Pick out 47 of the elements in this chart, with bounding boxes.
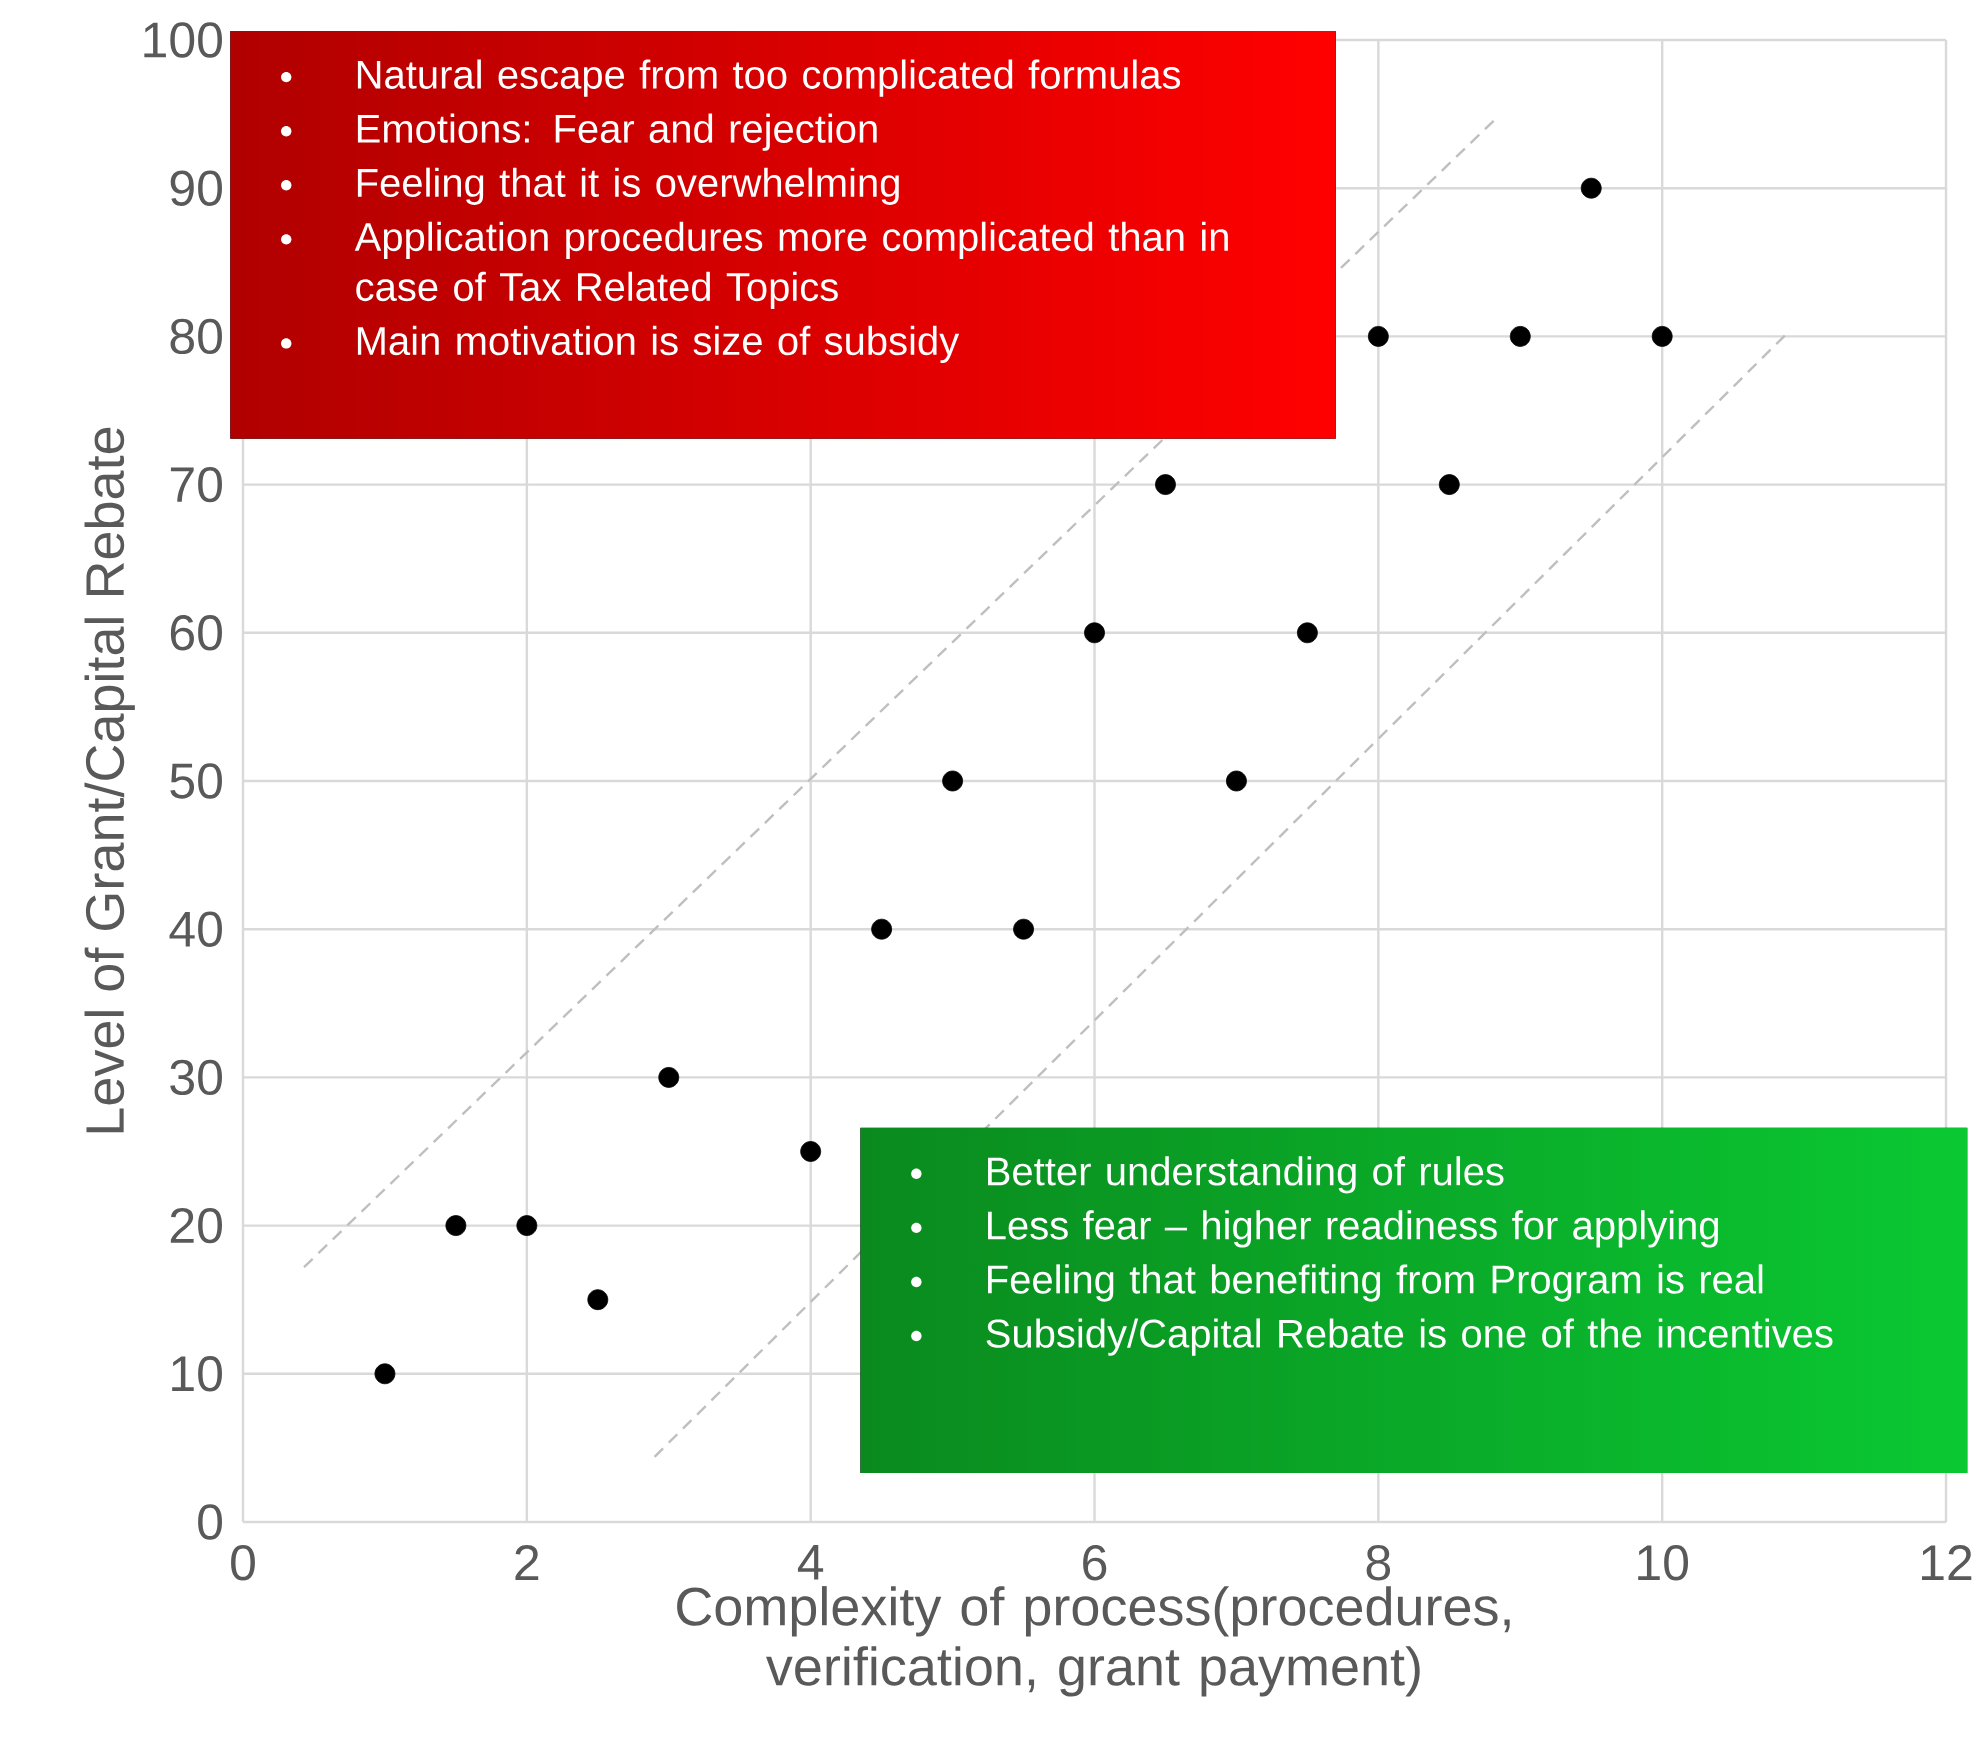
y-tick-label: 10 (172, 1356, 222, 1392)
annotation: Better understanding of rules (988, 1156, 1504, 1194)
point (658, 1067, 680, 1088)
annotation: Main motivation is size of subsidy (357, 325, 960, 364)
point (1580, 177, 1602, 199)
point (871, 918, 893, 940)
y-tick-label: 50 (170, 763, 222, 799)
y-tick-label: 70 (170, 466, 222, 503)
y-tick-label: 80 (170, 318, 222, 355)
y-axis-title: Level of Grant/Capital Rebate (84, 427, 135, 1133)
x-tick-label: 6 (1083, 1545, 1107, 1581)
y-tick-label: 90 (170, 170, 222, 206)
point (1296, 622, 1318, 644)
point (1013, 918, 1034, 940)
point (1651, 325, 1673, 347)
point (516, 1215, 538, 1236)
x-tick-label: 8 (1366, 1545, 1391, 1581)
annotation: Subsidy/Capital Rebate is one of the incentives (986, 1318, 1833, 1356)
point (1084, 622, 1105, 644)
x-tick-label: 0 (231, 1545, 255, 1581)
x-tick-label: 4 (797, 1545, 824, 1580)
y-tick-label: 0 (198, 1504, 222, 1540)
y-tick-label: 100 (144, 22, 222, 58)
y-tick-label: 20 (170, 1207, 222, 1244)
point (1367, 325, 1389, 347)
point (445, 1215, 467, 1236)
point (374, 1363, 396, 1385)
y-tick-label: 60 (170, 615, 222, 651)
annotation: Feeling that it is overwhelming (357, 167, 899, 205)
y-tick-label: 30 (170, 1059, 222, 1096)
point (1155, 474, 1176, 495)
annotation: Natural escape from too complicated formulas (357, 59, 1181, 97)
y-tick-label: 40 (169, 911, 222, 947)
point (1226, 770, 1247, 792)
x-tick-label: 12 (1922, 1545, 1972, 1580)
annotation: Emotions: Fear and rejection (357, 113, 877, 151)
point (1438, 474, 1460, 495)
x-axis-title: Complexity of process(procedures, verification, grant payment) (677, 1586, 1510, 1697)
x-tick-label: 2 (515, 1545, 539, 1580)
point (942, 770, 963, 792)
point (800, 1141, 822, 1162)
point (1509, 325, 1531, 347)
point (587, 1289, 609, 1311)
annotation: Application procedures more complicated than in case of Tax Related Topics (354, 221, 1228, 310)
annotation: Less fear – higher readiness for applying (988, 1210, 1718, 1248)
x-tick-label: 10 (1638, 1545, 1689, 1581)
annotation: Feeling that benefiting from Program is real (988, 1264, 1763, 1302)
